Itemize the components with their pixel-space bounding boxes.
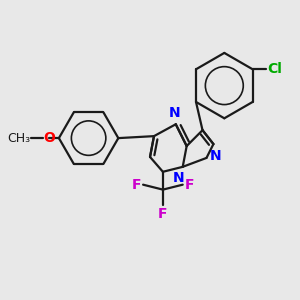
- Text: N: N: [173, 171, 184, 185]
- Text: N: N: [169, 106, 181, 120]
- Text: N: N: [209, 149, 221, 163]
- Text: F: F: [158, 208, 168, 221]
- Text: Cl: Cl: [268, 62, 282, 76]
- Text: CH₃: CH₃: [7, 132, 30, 145]
- Text: O: O: [43, 131, 55, 145]
- Text: F: F: [185, 178, 194, 192]
- Text: F: F: [132, 178, 141, 192]
